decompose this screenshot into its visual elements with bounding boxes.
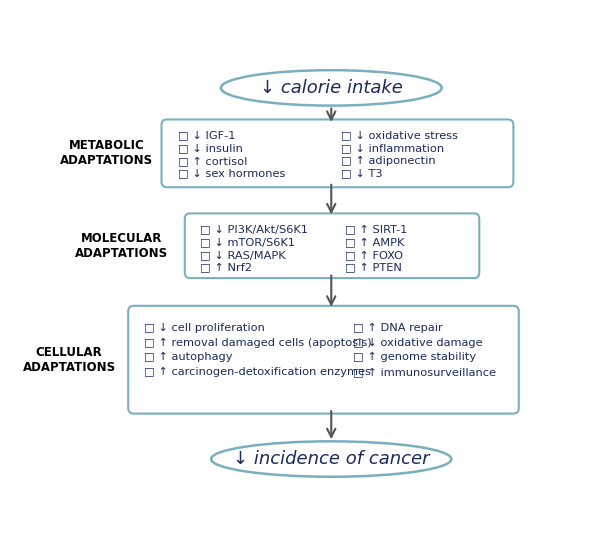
Text: □ ↑ cortisol: □ ↑ cortisol [178,156,247,166]
Text: □ ↓ oxidative damage: □ ↓ oxidative damage [353,338,483,348]
Text: □ ↑ genome stability: □ ↑ genome stability [353,353,476,362]
Text: □ ↑ DNA repair: □ ↑ DNA repair [353,323,443,333]
Text: □ ↓ RAS/MAPK: □ ↓ RAS/MAPK [199,250,285,260]
Text: METABOLIC
ADAPTATIONS: METABOLIC ADAPTATIONS [60,139,153,167]
Text: ↓ calorie intake: ↓ calorie intake [260,79,403,97]
Text: ↓ incidence of cancer: ↓ incidence of cancer [233,450,429,468]
Text: □ ↑ Nrf2: □ ↑ Nrf2 [199,262,251,273]
Text: □ ↑ immunosurveillance: □ ↑ immunosurveillance [353,367,496,377]
Text: □ ↑ FOXO: □ ↑ FOXO [345,250,403,260]
Text: MOLECULAR
ADAPTATIONS: MOLECULAR ADAPTATIONS [76,232,169,260]
Text: □ ↓ cell proliferation: □ ↓ cell proliferation [144,323,265,333]
Text: □ ↓ mTOR/S6K1: □ ↓ mTOR/S6K1 [199,237,295,247]
Text: □ ↑ removal damaged cells (apoptosis): □ ↑ removal damaged cells (apoptosis) [144,338,371,348]
Text: □ ↑ autophagy: □ ↑ autophagy [144,353,232,362]
Text: □ ↑ carcinogen-detoxification enzymes: □ ↑ carcinogen-detoxification enzymes [144,367,371,377]
Text: □ ↑ AMPK: □ ↑ AMPK [345,237,405,247]
Text: □ ↓ sex hormones: □ ↓ sex hormones [178,169,285,179]
Text: □ ↓ oxidative stress: □ ↓ oxidative stress [341,131,458,140]
Text: □ ↑ adiponectin: □ ↑ adiponectin [341,156,435,166]
Text: □ ↓ PI3K/Akt/S6K1: □ ↓ PI3K/Akt/S6K1 [199,225,307,234]
Text: □ ↓ inflammation: □ ↓ inflammation [341,143,444,153]
Text: □ ↓ IGF-1: □ ↓ IGF-1 [178,131,236,140]
Text: □ ↓ insulin: □ ↓ insulin [178,143,243,153]
Text: CELLULAR
ADAPTATIONS: CELLULAR ADAPTATIONS [23,346,116,374]
Text: □ ↓ T3: □ ↓ T3 [341,169,382,179]
Text: □ ↑ SIRT-1: □ ↑ SIRT-1 [345,225,408,234]
Text: □ ↑ PTEN: □ ↑ PTEN [345,262,402,273]
